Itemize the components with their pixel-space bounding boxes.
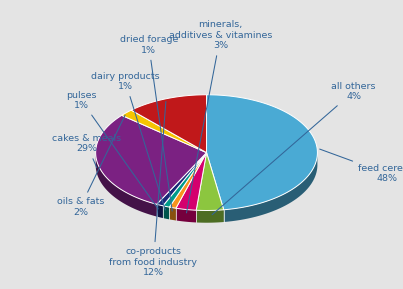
Text: co-products
from food industry
12%: co-products from food industry 12% [110,101,197,277]
Text: dried forage
1%: dried forage 1% [120,35,178,211]
Polygon shape [96,151,157,216]
Polygon shape [176,153,206,210]
Polygon shape [96,115,206,204]
Text: minerals,
additives & vitamines
3%: minerals, additives & vitamines 3% [169,21,272,213]
Polygon shape [176,208,196,223]
Polygon shape [224,151,318,222]
Text: feed cereals
48%: feed cereals 48% [320,149,403,184]
Polygon shape [196,210,224,223]
Polygon shape [122,110,206,153]
Polygon shape [169,207,176,221]
Text: cakes & meals
29%: cakes & meals 29% [52,134,121,168]
Polygon shape [169,153,206,208]
Polygon shape [206,95,318,210]
Text: pulses
1%: pulses 1% [66,91,158,209]
Polygon shape [157,153,206,206]
Polygon shape [196,153,224,210]
Polygon shape [131,95,206,153]
Text: oils & fats
2%: oils & fats 2% [56,115,125,217]
Polygon shape [163,153,206,207]
Text: all others
4%: all others 4% [212,82,376,215]
Polygon shape [157,204,163,218]
Polygon shape [163,206,169,219]
Text: dairy products
1%: dairy products 1% [91,72,165,210]
